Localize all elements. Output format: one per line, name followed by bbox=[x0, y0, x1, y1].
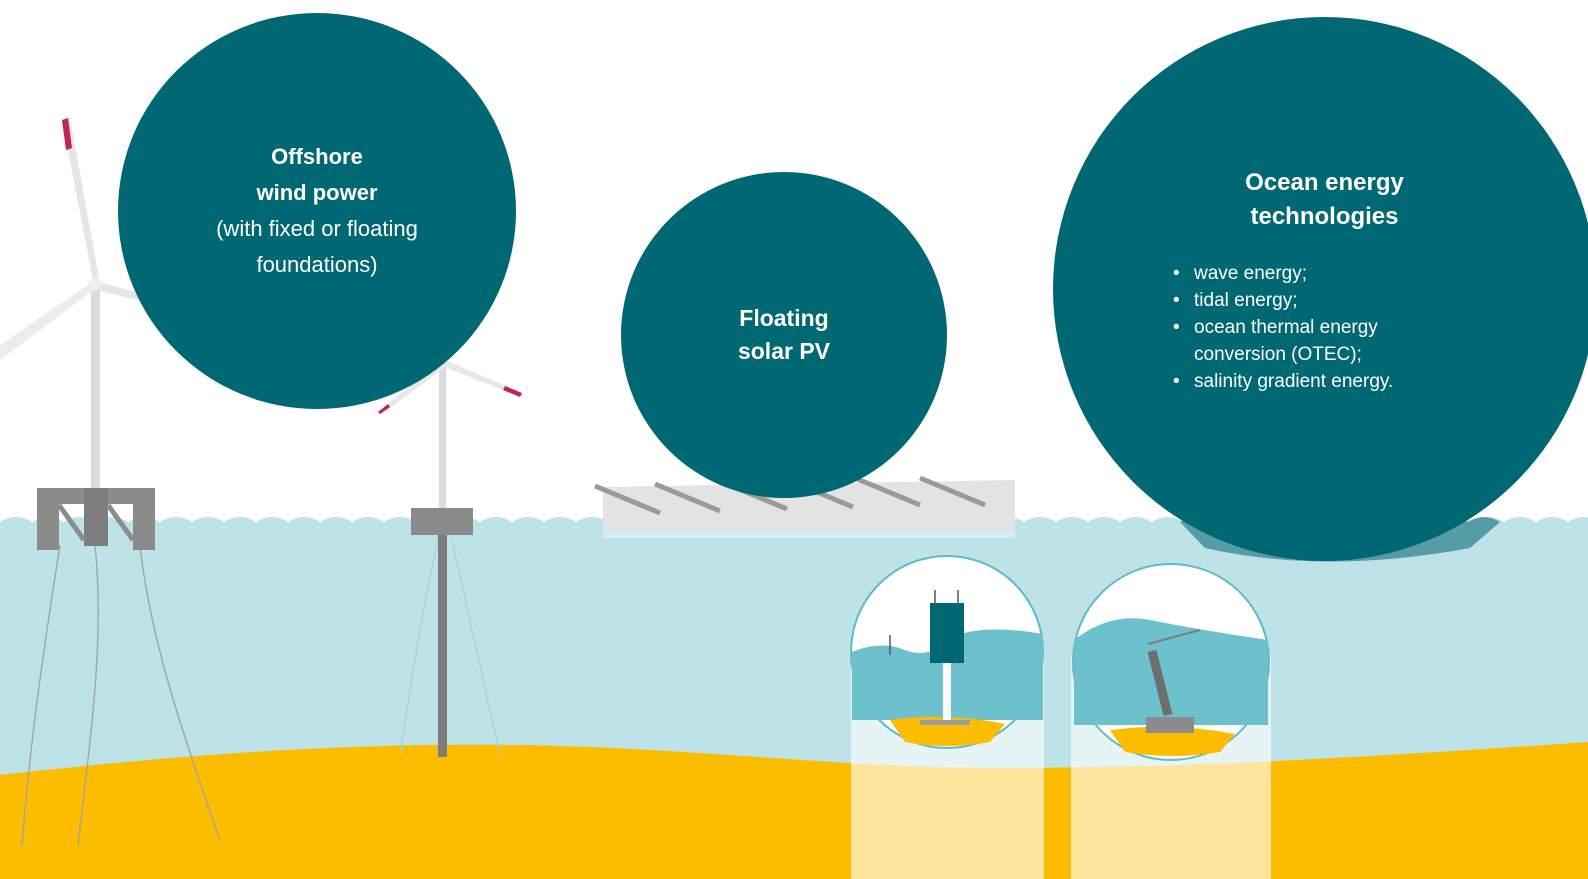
tidal-energy-inset bbox=[1072, 563, 1270, 761]
floating-solar-title-1: Floating bbox=[739, 305, 829, 331]
floating-solar-title-2: solar PV bbox=[737, 338, 831, 364]
offshore-wind-bubble: Offshore wind power (with fixed or float… bbox=[118, 13, 516, 409]
offshore-wind-subtitle-2: foundations) bbox=[256, 252, 378, 277]
ocean-energy-list: wave energy; tidal energy; ocean thermal… bbox=[1172, 260, 1474, 395]
ocean-energy-title-1: Ocean energy bbox=[1245, 169, 1404, 196]
ocean-energy-bubble: Ocean energy technologies wave energy; t… bbox=[1053, 17, 1588, 561]
list-item: ocean thermal energy conversion (OTEC); bbox=[1172, 314, 1474, 368]
offshore-wind-subtitle-1: (with fixed or floating bbox=[216, 216, 418, 241]
list-item: salinity gradient energy. bbox=[1172, 368, 1474, 395]
ocean-energy-title-2: technologies bbox=[1250, 203, 1399, 230]
offshore-wind-title-1: Offshore bbox=[271, 144, 363, 169]
list-item: wave energy; bbox=[1172, 260, 1474, 287]
seabed bbox=[0, 742, 1588, 879]
offshore-wind-title-2: wind power bbox=[256, 180, 378, 205]
list-item: tidal energy; bbox=[1172, 287, 1474, 314]
floating-solar-bubble: Floating solar PV bbox=[621, 172, 947, 498]
wave-energy-inset bbox=[850, 555, 1044, 749]
